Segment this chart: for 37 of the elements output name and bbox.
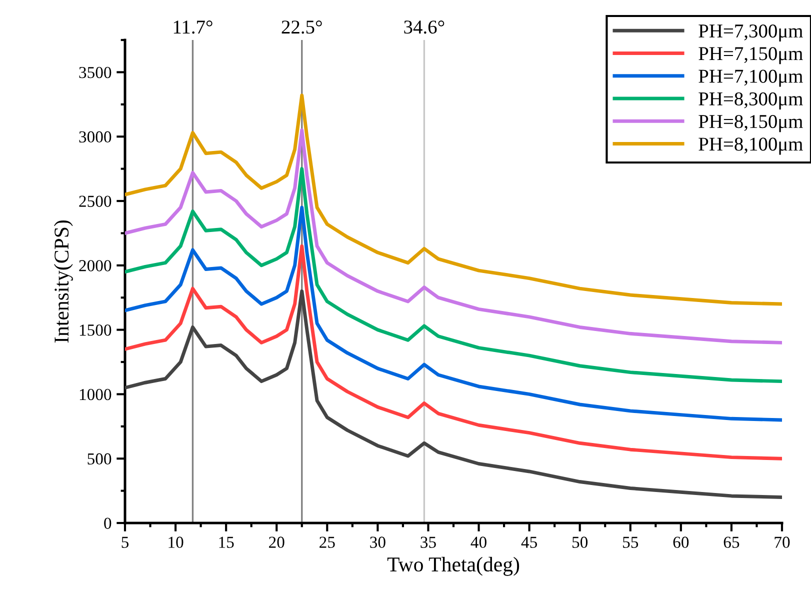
y-tick-label: 3500 [79, 66, 112, 78]
x-tick-label: 15 [219, 536, 234, 548]
x-tick-label: 45 [521, 536, 537, 548]
y-tick-label: 1000 [80, 388, 112, 400]
x-tick-label: 10 [168, 536, 184, 548]
y-tick-label: 3000 [79, 131, 112, 143]
legend-label: PH=8,300μm [698, 92, 803, 110]
line-series [125, 289, 782, 499]
x-tick-label: 65 [724, 536, 740, 548]
ref-line-label: 22.5° [282, 20, 322, 34]
x-tick-label: 5 [122, 536, 129, 548]
x-tick-label: 55 [623, 536, 638, 548]
ref-line-label: 11.7° [174, 20, 212, 34]
y-tick-label: 2500 [79, 196, 112, 207]
y-tick-label: 0 [104, 518, 112, 529]
x-tick-label: 25 [320, 536, 335, 548]
x-tick-label: 20 [269, 536, 284, 548]
x-tick-label: 50 [572, 536, 588, 548]
x-tick-label: 60 [673, 536, 689, 548]
legend-label: PH=8,100μm [698, 138, 803, 155]
x-tick-label: 35 [420, 536, 436, 548]
x-tick-label: 70 [774, 536, 790, 548]
line-series [125, 206, 782, 422]
y-tick-label: 1500 [80, 324, 112, 336]
line-series [125, 167, 782, 384]
ref-line-label: 34.6° [404, 20, 444, 34]
legend-label: PH=7,300μm [698, 24, 803, 42]
x-axis-title: Two Theta(deg) [387, 556, 520, 576]
x-tick-label: 30 [370, 536, 386, 548]
y-axis-title: Intensity(CPS) [54, 220, 73, 343]
legend-label: PH=8,150μm [698, 114, 803, 132]
legend-label: PH=7,100μm [698, 70, 803, 87]
line-series [125, 244, 782, 460]
y-tick-label: 2000 [79, 260, 112, 272]
x-tick-label: 40 [470, 536, 486, 548]
y-tick-label: 500 [88, 453, 112, 465]
legend-label: PH=7,150μm [698, 47, 803, 64]
